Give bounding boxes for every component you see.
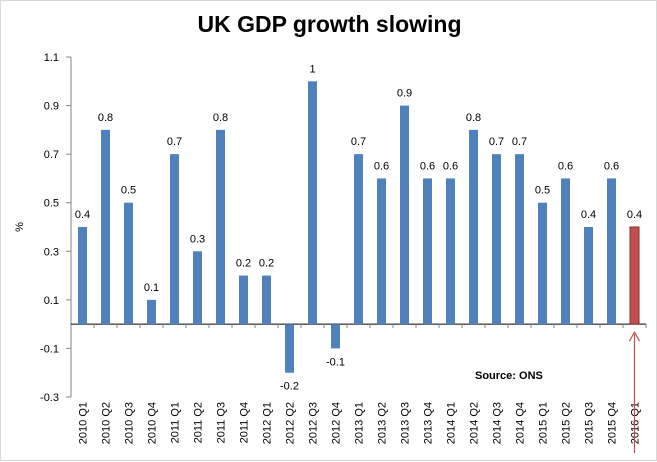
x-tick-label: 2016 Q1	[630, 402, 642, 444]
data-label: 0.7	[512, 136, 527, 148]
chart-marks: 1.1 0.9 0.7 0.5 0.3 0.1 -0.1 -0.3 0.4 2010 Q1 0.8 2…	[40, 52, 647, 453]
x-tick-label: 2015 Q4	[607, 402, 619, 444]
bar	[446, 178, 455, 325]
bar	[124, 202, 133, 325]
bar	[400, 105, 409, 325]
x-tick-label: 2010 Q4	[147, 402, 159, 444]
y-tick-label: 0.7	[44, 149, 59, 161]
data-label: 0.4	[75, 209, 90, 221]
y-tick-label: 0.1	[44, 295, 59, 307]
y-tick-label: 0.5	[44, 198, 59, 210]
x-tick-label: 2013 Q1	[354, 402, 366, 444]
data-label: 0.6	[558, 160, 573, 172]
bar	[170, 154, 179, 325]
bar	[561, 178, 570, 325]
data-label: 0.6	[374, 160, 389, 172]
bar	[193, 251, 202, 325]
x-tick-label: 2011 Q4	[239, 402, 251, 443]
x-tick-label: 2015 Q2	[561, 402, 573, 444]
source-annotation: Source: ONS	[475, 370, 543, 382]
data-label: 0.6	[443, 160, 458, 172]
x-tick-label: 2015 Q1	[538, 402, 550, 444]
bar	[515, 154, 524, 325]
bar	[538, 202, 547, 325]
data-label: 0.2	[259, 258, 274, 270]
x-tick-label: 2015 Q3	[584, 402, 596, 444]
highlight-arrowhead	[628, 330, 641, 342]
data-label: 0.8	[98, 112, 113, 124]
x-tick-label: 2012 Q2	[285, 402, 297, 444]
x-tick-label: 2013 Q4	[423, 402, 435, 444]
y-tick-label: 0.3	[44, 246, 59, 258]
data-label: 1	[309, 63, 315, 75]
data-label: 0.3	[190, 233, 205, 245]
bar	[262, 275, 271, 325]
x-tick-label: 2010 Q2	[101, 402, 113, 444]
data-label: 0.8	[466, 112, 481, 124]
y-tick-label: 0.9	[44, 101, 59, 113]
x-tick-label: 2013 Q2	[377, 402, 389, 444]
bar	[216, 129, 225, 325]
data-label: 0.4	[581, 209, 596, 221]
data-label: -0.1	[326, 356, 345, 368]
x-tick-label: 2014 Q2	[469, 402, 481, 444]
data-label: 0.7	[489, 136, 504, 148]
x-tick-label: 2010 Q3	[124, 402, 136, 444]
bar	[78, 227, 87, 325]
x-tick-label: 2014 Q4	[515, 402, 527, 444]
data-label: 0.5	[535, 185, 550, 197]
bar	[469, 129, 478, 325]
bar	[584, 227, 593, 325]
x-tick-label: 2011 Q3	[216, 402, 228, 443]
bar	[629, 226, 640, 325]
data-label: 0.2	[236, 258, 251, 270]
bar	[285, 324, 294, 373]
bar	[354, 154, 363, 325]
y-tick-label: 1.1	[44, 52, 59, 64]
x-tick-label: 2014 Q1	[446, 402, 458, 444]
bar	[492, 154, 501, 325]
data-label: 0.8	[213, 112, 228, 124]
data-label: 0.1	[144, 282, 159, 294]
x-tick-label: 2011 Q1	[170, 402, 182, 443]
x-tick-label: 2012 Q1	[262, 402, 274, 444]
bar	[308, 81, 317, 325]
data-label: 0.9	[397, 88, 412, 100]
bar	[607, 178, 616, 325]
data-label: 0.4	[627, 209, 642, 221]
data-label: 0.7	[167, 136, 182, 148]
x-tick-label: 2012 Q3	[308, 402, 320, 444]
bar	[101, 129, 110, 325]
x-tick-label: 2011 Q2	[193, 402, 205, 443]
x-tick-label: 2013 Q3	[400, 402, 412, 444]
y-tick-label: -0.3	[40, 392, 59, 404]
bar	[147, 299, 156, 325]
bar	[377, 178, 386, 325]
bar	[331, 324, 340, 349]
chart-title: UK GDP growth slowing	[197, 11, 462, 37]
bar	[239, 275, 248, 325]
data-label: 0.7	[351, 136, 366, 148]
data-label: 0.6	[420, 160, 435, 172]
data-label: 0.5	[121, 185, 136, 197]
x-tick-label: 2012 Q4	[331, 402, 343, 444]
y-tick-label: -0.1	[40, 343, 59, 355]
y-axis-label: %	[14, 222, 26, 232]
data-label: -0.2	[280, 381, 299, 393]
x-tick-label: 2014 Q3	[492, 402, 504, 444]
bar	[423, 178, 432, 325]
x-tick-label: 2010 Q1	[78, 402, 90, 444]
data-label: 0.6	[604, 160, 619, 172]
